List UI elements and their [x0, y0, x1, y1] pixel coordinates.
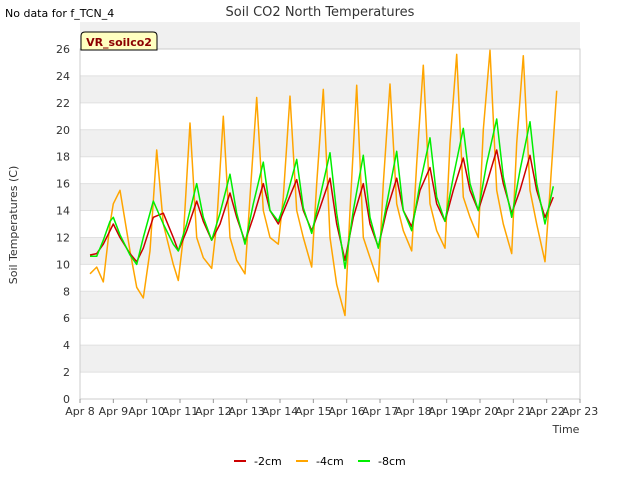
x-tick-label: Apr 11 [162, 405, 199, 418]
x-tick-label: Apr 18 [395, 405, 432, 418]
y-tick-label: 16 [56, 178, 70, 191]
chart-title: Soil CO2 North Temperatures [226, 5, 415, 20]
y-tick-label: 18 [56, 151, 70, 164]
x-tick-label: Apr 8 [65, 405, 95, 418]
y-tick-label: 26 [56, 43, 70, 56]
x-tick-label: Apr 17 [362, 405, 399, 418]
y-tick-label: 0 [63, 393, 70, 406]
x-tick-label: Apr 19 [428, 405, 465, 418]
x-tick-label: Apr 10 [128, 405, 165, 418]
legend: -2cm -4cm -8cm [234, 455, 406, 468]
x-tick-label: Apr 23 [562, 405, 599, 418]
band [80, 22, 580, 49]
x-tick-label: Apr 22 [528, 405, 565, 418]
y-tick-label: 4 [63, 339, 70, 352]
plot-frame [79, 48, 581, 400]
y-tick-label: 10 [56, 258, 70, 271]
legend-label: -4cm [316, 455, 344, 468]
x-tick-label: Apr 13 [228, 405, 265, 418]
series-line--8cm [90, 118, 555, 270]
background-bands [80, 22, 580, 373]
badge-box [80, 31, 158, 51]
no-data-note: No data for f_TCN_4 [5, 7, 115, 20]
y-tick-label: 2 [63, 366, 70, 379]
series-line--2cm [89, 149, 554, 263]
band [80, 345, 580, 373]
series-lines [89, 49, 558, 317]
x-tick-label: Apr 12 [195, 405, 232, 418]
station-badge: VR_soilco2 [80, 31, 158, 51]
x-axis-label: Time [552, 423, 580, 436]
x-tick-label: Apr 20 [462, 405, 499, 418]
legend-label: -2cm [254, 455, 282, 468]
badge-text: VR_soilco2 [86, 36, 152, 49]
x-tick-label: Apr 16 [328, 405, 365, 418]
x-tick-label: Apr 15 [295, 405, 332, 418]
band [80, 75, 580, 103]
y-tick-label: 12 [56, 231, 70, 244]
legend-label: -8cm [378, 455, 406, 468]
y-tick-label: 24 [56, 70, 70, 83]
x-tick-label: Apr 9 [99, 405, 129, 418]
y-tick-label: 22 [56, 97, 70, 110]
y-tick-label: 8 [63, 285, 70, 298]
x-tick-label: Apr 21 [495, 405, 532, 418]
band [80, 291, 580, 319]
x-tick-label: Apr 14 [262, 405, 299, 418]
y-axis-label: Soil Temperatures (C) [7, 166, 20, 285]
y-tick-label: 14 [56, 205, 70, 218]
y-tick-label: 6 [63, 312, 70, 325]
y-tick-label: 20 [56, 124, 70, 137]
